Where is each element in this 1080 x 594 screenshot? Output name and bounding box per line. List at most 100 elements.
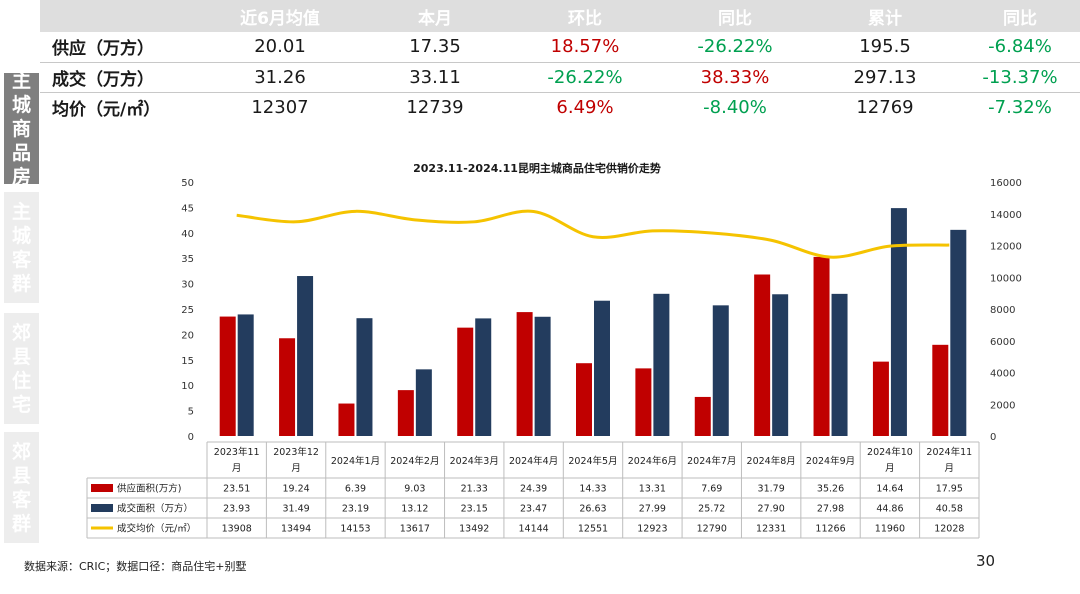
- data-label: 31.49: [282, 504, 309, 515]
- supply-bar: [576, 363, 592, 436]
- data-label: 19.24: [282, 484, 309, 495]
- supply-bar: [219, 316, 236, 436]
- y-left-tick: 40: [181, 229, 194, 240]
- summary-cell: -26.22%: [660, 32, 810, 63]
- side-tab-char: 房: [11, 165, 31, 188]
- data-label: 26.63: [579, 504, 606, 515]
- summary-row: 供应（万方） 20.01 17.35 18.57% -26.22% 195.5 -6.84%: [40, 32, 1080, 63]
- data-label: 23.93: [223, 504, 250, 515]
- x-category-label: 2024年1月: [331, 455, 380, 467]
- x-category-label: 2024年11: [926, 446, 972, 458]
- y-left-tick: 50: [181, 178, 194, 189]
- transaction-bar: [594, 300, 610, 436]
- data-label: 35.26: [817, 484, 844, 495]
- side-tab-1[interactable]: 主城商品房: [4, 70, 39, 188]
- side-tab-char: 宅: [11, 393, 31, 416]
- data-label: 23.19: [342, 504, 369, 515]
- summary-header-cell: 近6月均值: [200, 0, 360, 32]
- y-left-tick: 15: [181, 356, 194, 367]
- transaction-bar: [356, 318, 373, 436]
- data-source-note: 数据来源：CRIC；数据口径：商品住宅+别墅: [24, 560, 247, 573]
- y-left-tick: 5: [188, 407, 194, 418]
- summary-row-label: 成交（万方）: [40, 62, 200, 93]
- y-left-tick: 10: [181, 381, 194, 392]
- supply-bar: [932, 344, 949, 436]
- summary-cell: -6.84%: [960, 32, 1080, 63]
- x-category-label: 月: [291, 463, 301, 474]
- y-right-tick: 0: [990, 432, 996, 443]
- y-right-tick: 16000: [990, 178, 1022, 189]
- x-category-label: 2024年4月: [509, 455, 558, 467]
- transaction-bar: [237, 314, 254, 436]
- y-left-tick: 0: [188, 432, 194, 443]
- side-tab-char: 县: [11, 345, 31, 368]
- transaction-bar: [890, 208, 907, 436]
- side-tab-char: 城: [11, 93, 31, 116]
- data-label: 40.58: [936, 504, 963, 515]
- x-category-label: 2024年6月: [628, 455, 677, 467]
- x-category-label: 2023年11: [214, 446, 260, 458]
- summary-row: 均价（元/㎡） 12307 12739 6.49% -8.40% 12769 -7.32%: [40, 92, 1080, 122]
- x-category-label: 2024年3月: [450, 455, 499, 467]
- summary-header-row: 近6月均值 本月 环比 同比 累计 同比: [40, 0, 1080, 32]
- legend-swatch: [91, 484, 113, 492]
- transaction-bar: [831, 293, 848, 436]
- summary-header-cell: [40, 0, 200, 32]
- side-tab-char: 住: [11, 369, 31, 392]
- supply-bar: [694, 396, 711, 436]
- y-right-tick: 8000: [990, 305, 1015, 316]
- y-left-tick: 45: [181, 203, 194, 214]
- data-label: 12331: [756, 524, 786, 535]
- x-category-label: 2023年12: [273, 446, 319, 458]
- data-label: 12551: [578, 524, 608, 535]
- data-label: 9.03: [404, 484, 425, 495]
- legend-label: 供应面积(万方): [117, 483, 181, 495]
- data-label: 13.31: [639, 484, 666, 495]
- x-category-label: 月: [945, 463, 955, 474]
- x-category-label: 2024年7月: [687, 455, 736, 467]
- side-tab-4[interactable]: 郊县客群: [4, 432, 39, 543]
- summary-cell: 20.01: [200, 32, 360, 63]
- supply-bar: [754, 274, 771, 436]
- data-label: 11266: [815, 524, 845, 535]
- data-label: 23.47: [520, 504, 547, 515]
- data-label: 14.33: [579, 484, 606, 495]
- y-right-tick: 10000: [990, 273, 1022, 284]
- data-label: 13908: [222, 524, 252, 535]
- side-tab-char: 商: [11, 117, 31, 140]
- transaction-bar: [772, 294, 789, 436]
- transaction-bar: [534, 316, 551, 436]
- summary-cell: -8.40%: [703, 96, 767, 118]
- transaction-bar: [653, 293, 670, 436]
- data-label: 12923: [637, 524, 667, 535]
- side-tab-3[interactable]: 郊县住宅: [4, 313, 39, 424]
- page-number: 30: [976, 552, 996, 570]
- legend-swatch: [91, 504, 113, 512]
- data-label: 27.98: [817, 504, 844, 515]
- data-label: 21.33: [461, 484, 488, 495]
- avg-price-line: [236, 209, 950, 259]
- summary-cell: 17.35: [360, 32, 510, 63]
- summary-header-cell: 累计: [810, 0, 960, 32]
- transaction-bar: [950, 229, 967, 436]
- summary-cell: 38.33%: [660, 62, 810, 93]
- supply-bar: [279, 338, 296, 436]
- chart-title: 2023.11-2024.11昆明主城商品住宅供销价走势: [413, 161, 661, 175]
- supply-bar: [813, 256, 830, 436]
- x-category-label: 月: [232, 463, 242, 474]
- summary-header-cell: 本月: [360, 0, 510, 32]
- side-tab-char: 客: [11, 248, 31, 271]
- data-label: 23.51: [223, 484, 250, 495]
- data-label: 14144: [518, 524, 548, 535]
- side-tab-char: 郊: [11, 321, 31, 344]
- data-label: 12790: [697, 524, 727, 535]
- side-tab-2[interactable]: 主城客群: [4, 192, 39, 303]
- transaction-bar: [712, 305, 729, 436]
- y-right-tick: 4000: [990, 369, 1015, 380]
- transaction-bar: [475, 318, 492, 436]
- legend-label: 成交面积（万方）: [117, 503, 193, 515]
- summary-cell: 6.49%: [556, 96, 614, 118]
- x-category-label: 月: [885, 463, 895, 474]
- summary-cell: 31.26: [200, 62, 360, 93]
- side-tab-char: 群: [11, 512, 31, 535]
